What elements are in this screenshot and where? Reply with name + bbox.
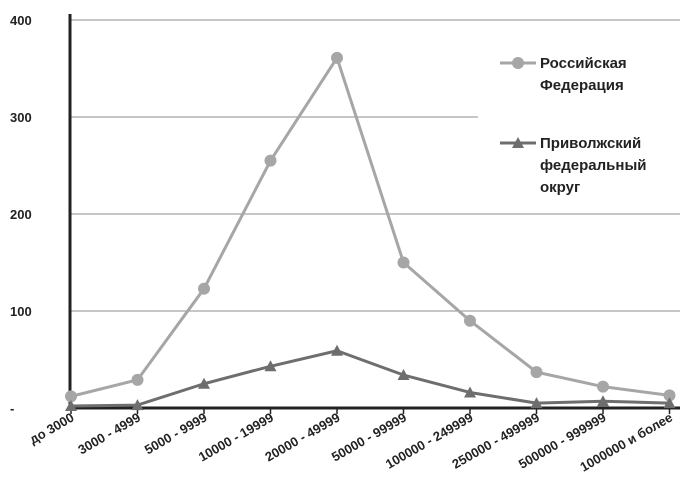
data-point-triangle — [663, 397, 676, 409]
gridlines — [70, 19, 680, 312]
legend-label: Федерация — [540, 77, 624, 94]
legend-marker-triangle — [512, 137, 524, 148]
data-point-triangle — [198, 377, 210, 389]
data-point-circle — [663, 389, 676, 402]
x-tick-label: до 3000 — [27, 410, 77, 447]
legend-label: федеральный — [540, 157, 646, 174]
data-point-circle — [597, 380, 609, 393]
axes — [68, 14, 680, 414]
data-point-triangle — [397, 369, 410, 381]
y-tick-label: 300 — [10, 110, 32, 125]
y-tick-label: 100 — [10, 304, 32, 319]
data-point-triangle — [264, 360, 277, 372]
x-tick-label: 20000 - 49999 — [262, 410, 342, 465]
legend: Российская Федерация Приволжский федеральны… — [500, 55, 646, 196]
series-layer — [65, 51, 676, 412]
y-tick-labels: - 100 200 300 400 — [10, 13, 32, 416]
x-tick-label: 3000 - 4999 — [75, 410, 143, 458]
series-line-0 — [70, 56, 670, 398]
legend-label: Приволжский — [540, 135, 641, 152]
data-point-triangle — [131, 399, 144, 411]
data-point-circle — [198, 282, 210, 295]
data-point-circle — [530, 366, 543, 379]
data-point-circle — [464, 314, 476, 327]
data-point-circle — [131, 373, 144, 386]
data-point-triangle — [597, 395, 609, 407]
data-point-circle — [397, 256, 410, 269]
y-tick-label: 400 — [10, 13, 32, 28]
data-point-triangle — [530, 397, 543, 409]
y-tick-label: - — [10, 401, 14, 416]
series-line-1 — [70, 349, 670, 408]
data-point-circle — [65, 390, 77, 403]
y-tick-label: 200 — [10, 207, 32, 222]
legend-label: округ — [540, 179, 580, 196]
x-tick-label: 10000 - 19999 — [196, 410, 276, 465]
legend-marker-circle — [512, 57, 524, 69]
data-point-triangle — [65, 400, 77, 412]
data-point-circle — [331, 51, 343, 64]
legend-label: Российская — [540, 55, 627, 72]
data-point-circle — [264, 154, 277, 167]
data-point-triangle — [331, 344, 343, 356]
data-point-triangle — [464, 386, 476, 398]
